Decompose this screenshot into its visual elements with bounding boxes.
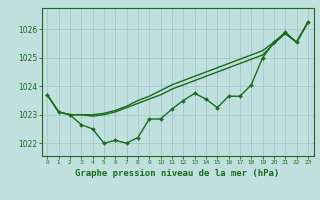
X-axis label: Graphe pression niveau de la mer (hPa): Graphe pression niveau de la mer (hPa) xyxy=(76,169,280,178)
